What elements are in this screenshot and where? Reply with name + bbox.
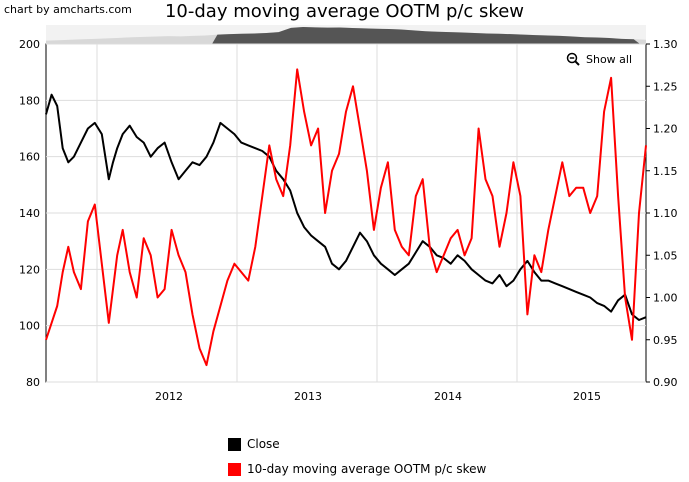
y-left-tick-label: 160 bbox=[19, 151, 40, 164]
scrollbar-series-selected bbox=[212, 27, 640, 44]
series-line-skew bbox=[45, 68, 647, 367]
y-right-tick-label: 1.15 bbox=[653, 165, 678, 178]
legend-item-skew[interactable]: 10-day moving average OOTM p/c skew bbox=[228, 462, 486, 476]
credit-text[interactable]: chart by amcharts.com bbox=[4, 3, 132, 16]
y-left-tick-label: 180 bbox=[19, 94, 40, 107]
series-layer bbox=[45, 68, 647, 367]
y-left-tick-label: 200 bbox=[19, 38, 40, 51]
y-right-tick-label: 1.10 bbox=[653, 207, 678, 220]
x-tick-label: 2012 bbox=[155, 390, 183, 403]
x-tick-label: 2014 bbox=[434, 390, 462, 403]
y-right-tick-label: 0.90 bbox=[653, 376, 678, 389]
x-tick-label: 2013 bbox=[294, 390, 322, 403]
legend-swatch-close bbox=[228, 437, 241, 451]
legend-label-close: Close bbox=[247, 437, 280, 451]
show-all-button[interactable]: Show all bbox=[566, 52, 632, 66]
chart-title: 10-day moving average OOTM p/c skew bbox=[164, 1, 525, 22]
x-tick-label: 2015 bbox=[573, 390, 601, 403]
y-right-tick-label: 1.00 bbox=[653, 292, 678, 305]
axes: 80 100 120 140 160 180 200 0.90 0.95 1.00 1.05 1.10… bbox=[19, 38, 678, 403]
legend-item-close[interactable]: Close bbox=[228, 437, 280, 451]
y-right-tick-label: 1.25 bbox=[653, 80, 678, 93]
series-line-close bbox=[45, 93, 647, 321]
y-right-tick-label: 0.95 bbox=[653, 334, 678, 347]
y-right-tick-label: 1.30 bbox=[653, 38, 678, 51]
show-all-label: Show all bbox=[586, 52, 633, 66]
zoom-out-icon bbox=[566, 52, 580, 66]
y-right-tick-label: 1.05 bbox=[653, 249, 678, 262]
y-left-tick-label: 120 bbox=[19, 263, 40, 276]
grid-lines bbox=[46, 43, 646, 383]
y-right-tick-label: 1.20 bbox=[653, 123, 678, 136]
y-left-tick-label: 100 bbox=[19, 320, 40, 333]
scrollbar[interactable] bbox=[46, 25, 646, 44]
legend-swatch-skew bbox=[228, 462, 241, 476]
y-left-tick-label: 140 bbox=[19, 207, 40, 220]
y-left-tick-label: 80 bbox=[26, 376, 40, 389]
legend-label-skew: 10-day moving average OOTM p/c skew bbox=[247, 462, 487, 476]
